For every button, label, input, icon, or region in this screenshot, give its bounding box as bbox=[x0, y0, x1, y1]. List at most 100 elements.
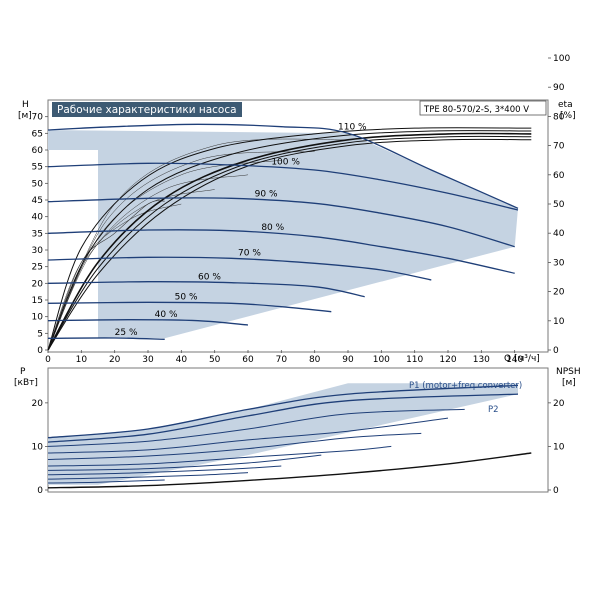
x-tick-label: 70 bbox=[276, 355, 288, 365]
power-tick-label: 10 bbox=[32, 442, 44, 452]
x-tick-label: 110 bbox=[406, 355, 423, 365]
y-tick-label: 0 bbox=[37, 346, 43, 356]
y2-axis-label: eta bbox=[558, 100, 573, 110]
npsh-curve bbox=[47, 452, 532, 489]
efficiency-fan-curve bbox=[47, 138, 349, 351]
operating-area-power bbox=[48, 383, 518, 485]
x-axis-label: Q bbox=[504, 354, 511, 364]
npsh-axis-unit: [м] bbox=[562, 378, 576, 388]
head-curve bbox=[47, 256, 432, 281]
y-tick-label: 20 bbox=[32, 279, 44, 289]
y-tick-label: 45 bbox=[32, 196, 43, 206]
npsh-axis-label: NPSH bbox=[556, 367, 581, 377]
head-curve bbox=[47, 319, 249, 326]
power-curve bbox=[47, 465, 282, 476]
y-tick-label: 50 bbox=[32, 179, 44, 189]
x-tick-label: 50 bbox=[209, 355, 221, 365]
y-tick-label: 5 bbox=[37, 329, 43, 339]
model-label: TPE 80-570/2-S, 3*400 V bbox=[423, 105, 529, 115]
power-curve bbox=[47, 408, 465, 447]
power-curve bbox=[47, 445, 392, 467]
p2-label: P2 bbox=[488, 405, 499, 415]
efficiency-low-curve bbox=[47, 200, 165, 351]
y-axis-unit: [м] bbox=[18, 111, 32, 121]
y-tick-label: 60 bbox=[32, 146, 44, 156]
power-curve bbox=[47, 432, 422, 460]
y-tick-label: 15 bbox=[32, 296, 43, 306]
npsh-tick-label: 20 bbox=[553, 399, 565, 409]
top-panel-frame bbox=[47, 99, 549, 353]
power-axis-label: P bbox=[20, 367, 26, 377]
y2-tick-label: 80 bbox=[553, 112, 565, 122]
efficiency-curve bbox=[47, 130, 532, 351]
y-tick-label: 55 bbox=[32, 163, 43, 173]
power-tick-label: 20 bbox=[32, 399, 44, 409]
y-tick-label: 35 bbox=[32, 229, 43, 239]
x-tick-label: 140 bbox=[506, 355, 523, 365]
x-tick-label: 80 bbox=[309, 355, 321, 365]
x-axis-unit: [м³/ч] bbox=[514, 354, 540, 364]
chart-title: Рабочие характеристики насоса bbox=[57, 104, 237, 116]
power-tick-label: 0 bbox=[37, 486, 43, 496]
p1-curve bbox=[47, 384, 519, 439]
y-tick-label: 10 bbox=[32, 313, 44, 323]
power-curve bbox=[47, 454, 322, 471]
head-curve bbox=[47, 162, 519, 211]
x-tick-label: 100 bbox=[373, 355, 390, 365]
y-tick-label: 40 bbox=[32, 213, 44, 223]
model-box bbox=[419, 100, 547, 116]
y2-tick-label: 100 bbox=[553, 54, 570, 64]
head-curve-label: 50 % bbox=[175, 293, 198, 303]
top-curves: 110 % 100 % 90 % 80 % 70 % 60 % 50 % 40 % 25 % bbox=[47, 122, 532, 351]
bottom-operating-area bbox=[48, 383, 518, 485]
head-curve bbox=[47, 301, 332, 313]
x-tick-label: 10 bbox=[76, 355, 88, 365]
x-tick-label: 0 bbox=[45, 355, 51, 365]
y-tick-label: 25 bbox=[32, 263, 43, 273]
npsh-tick-label: 10 bbox=[553, 442, 565, 452]
y2-tick-label: 40 bbox=[553, 229, 565, 239]
efficiency-curve bbox=[47, 135, 532, 351]
bottom-panel-frame bbox=[47, 367, 549, 493]
head-curve bbox=[47, 281, 365, 298]
power-curve bbox=[47, 479, 165, 484]
x-tick-label: 90 bbox=[342, 355, 354, 365]
y2-tick-label: 70 bbox=[553, 142, 565, 152]
x-tick-label: 40 bbox=[176, 355, 188, 365]
bottom-ticks: 0 10 20 0 10 20 bbox=[32, 399, 565, 496]
head-curve-label: 25 % bbox=[115, 328, 138, 338]
x-tick-label: 20 bbox=[109, 355, 121, 365]
head-curve-label: 70 % bbox=[238, 249, 261, 259]
head-curve bbox=[47, 337, 165, 340]
y-tick-label: 65 bbox=[32, 129, 43, 139]
p1-label: P1 (motor+freq.converter) bbox=[409, 381, 522, 391]
npsh-tick-label: 0 bbox=[553, 486, 559, 496]
head-curve bbox=[47, 229, 515, 274]
head-curve bbox=[47, 123, 519, 209]
bottom-curves bbox=[47, 384, 532, 489]
p2-curve bbox=[47, 393, 519, 443]
y-tick-label: 30 bbox=[32, 246, 44, 256]
y2-tick-label: 50 bbox=[553, 200, 565, 210]
head-curve-label: 80 % bbox=[261, 223, 284, 233]
head-curve-label: 60 % bbox=[198, 272, 221, 282]
x-tick-label: 60 bbox=[242, 355, 254, 365]
y2-tick-label: 90 bbox=[553, 83, 565, 93]
head-curve-label: 100 % bbox=[271, 157, 300, 167]
y-axis-label: H bbox=[22, 100, 29, 110]
y2-tick-label: 30 bbox=[553, 258, 565, 268]
y2-tick-label: 0 bbox=[553, 346, 559, 356]
y2-tick-label: 60 bbox=[553, 171, 565, 181]
efficiency-curve bbox=[47, 132, 532, 351]
efficiency-curve bbox=[47, 127, 532, 351]
head-curve-label: 40 % bbox=[155, 310, 178, 320]
head-curve-label: 110 % bbox=[338, 122, 367, 132]
power-curve bbox=[47, 417, 449, 454]
x-tick-label: 120 bbox=[439, 355, 456, 365]
head-curve bbox=[47, 197, 515, 248]
y2-tick-label: 10 bbox=[553, 317, 565, 327]
power-curve bbox=[47, 472, 249, 480]
head-curve-label: 90 % bbox=[255, 190, 278, 200]
y2-tick-label: 20 bbox=[553, 288, 565, 298]
